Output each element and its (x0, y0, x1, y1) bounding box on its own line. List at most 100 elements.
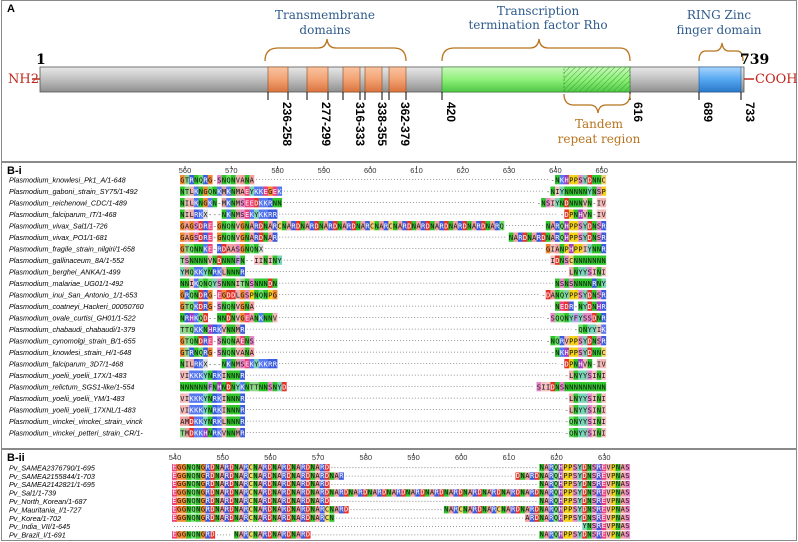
svg-text:-: - (213, 314, 217, 322)
svg-text:V: V (583, 360, 588, 368)
bi-seq-name: Plasmodium_gaboni_strain_SY75/1-492 (9, 187, 138, 196)
svg-text:N: N (196, 531, 200, 539)
svg-text:A: A (268, 234, 273, 242)
svg-text:N: N (272, 505, 276, 513)
alignment-b-ii-svg: 540 550 560 570 580 590 600 610 620 630 Pv_SAMEA23… (9, 453, 631, 540)
svg-text:K: K (602, 326, 607, 334)
svg-text:S: S (245, 291, 249, 299)
svg-text:Q: Q (554, 531, 558, 539)
svg-text:A: A (468, 489, 473, 497)
svg-text:Y: Y (578, 406, 583, 414)
svg-text:D: D (592, 314, 596, 322)
bi-seq-name: Plasmodium_relictum_SGS1-like/1-554 (9, 383, 134, 392)
svg-text:N: N (264, 280, 268, 288)
svg-text:D: D (254, 199, 258, 207)
svg-text:R: R (240, 268, 245, 276)
svg-text:G: G (180, 303, 184, 311)
svg-text:D: D (325, 472, 329, 480)
svg-text:S: S (573, 472, 577, 480)
svg-text:N: N (194, 257, 198, 265)
svg-text:P: P (568, 531, 572, 539)
svg-text:N: N (199, 257, 203, 265)
svg-text:S: S (217, 337, 221, 345)
svg-text:G: G (180, 234, 184, 242)
svg-text:A: A (296, 497, 301, 505)
svg-text:-: - (208, 360, 212, 368)
svg-text:N: N (254, 245, 258, 253)
svg-text:H: H (203, 429, 207, 437)
bi-ruler-tick-3: 590 (318, 166, 331, 175)
svg-text:I: I (592, 429, 596, 437)
svg-text:M: M (185, 429, 189, 437)
svg-text:D: D (333, 222, 337, 230)
svg-text:N: N (259, 383, 263, 391)
bi-seq-name: Plasmodium_yoelii_yoelii_17XNL/1-483 (9, 406, 136, 415)
svg-text:N: N (194, 337, 198, 345)
svg-text:G: G (182, 505, 186, 513)
svg-text:R: R (597, 531, 602, 539)
svg-text:N: N (592, 337, 596, 345)
svg-text:N: N (259, 280, 263, 288)
svg-text:K: K (189, 395, 194, 403)
svg-text:N: N (208, 372, 212, 380)
svg-text:N: N (449, 222, 453, 230)
svg-text:G: G (180, 176, 184, 184)
svg-text:R: R (492, 489, 497, 497)
svg-text:N: N (215, 489, 219, 497)
svg-text:E: E (208, 222, 212, 230)
svg-text:Q: Q (191, 489, 195, 497)
svg-text:Y: Y (583, 418, 588, 426)
svg-text:N: N (199, 188, 203, 196)
panel-a-domain-map: A Transmembrane domains Transcription te… (1, 0, 798, 162)
svg-text:E: E (217, 291, 221, 299)
svg-text:A: A (258, 497, 263, 505)
svg-text:G: G (208, 176, 212, 184)
svg-text:G: G (182, 531, 186, 539)
svg-text:-: - (208, 314, 212, 322)
svg-text:Y: Y (588, 245, 593, 253)
svg-text:R: R (555, 222, 560, 230)
svg-text:N: N (597, 268, 601, 276)
svg-text:Q: Q (189, 245, 193, 253)
svg-text:D: D (588, 303, 592, 311)
svg-text:K: K (259, 314, 264, 322)
svg-text:R: R (530, 489, 535, 497)
svg-text:D: D (363, 489, 367, 497)
svg-text:R: R (597, 497, 602, 505)
svg-text:N: N (616, 472, 620, 480)
svg-text:E: E (245, 199, 249, 207)
svg-text:N: N (264, 383, 268, 391)
svg-text:N: N (444, 505, 448, 513)
bi-ruler-tick-8: 640 (549, 166, 562, 175)
svg-text:A: A (449, 505, 454, 513)
svg-text:Q: Q (560, 314, 564, 322)
svg-text:Q: Q (560, 291, 564, 299)
svg-text:N: N (587, 522, 591, 530)
svg-text:D: D (588, 349, 592, 357)
svg-text:N: N (215, 505, 219, 513)
svg-text:S: S (194, 222, 198, 230)
svg-text:N: N (231, 268, 235, 276)
svg-text:I: I (602, 418, 606, 426)
svg-text:Y: Y (578, 395, 583, 403)
svg-text:R: R (597, 463, 602, 471)
svg-text:-: - (574, 326, 578, 334)
svg-text:R: R (301, 505, 306, 513)
svg-text:S: S (546, 199, 550, 207)
svg-text:R: R (473, 505, 478, 513)
svg-text:R: R (254, 222, 259, 230)
svg-text:Y: Y (180, 268, 185, 276)
svg-text:N: N (616, 505, 620, 513)
svg-text:D: D (535, 514, 539, 522)
pos-label-4: 338-355 (375, 102, 389, 146)
svg-text:N: N (222, 360, 226, 368)
svg-text:N: N (217, 314, 221, 322)
svg-text:S: S (597, 337, 601, 345)
svg-text:A: A (250, 303, 255, 311)
svg-text:G: G (180, 291, 184, 299)
svg-text:R: R (602, 234, 607, 242)
